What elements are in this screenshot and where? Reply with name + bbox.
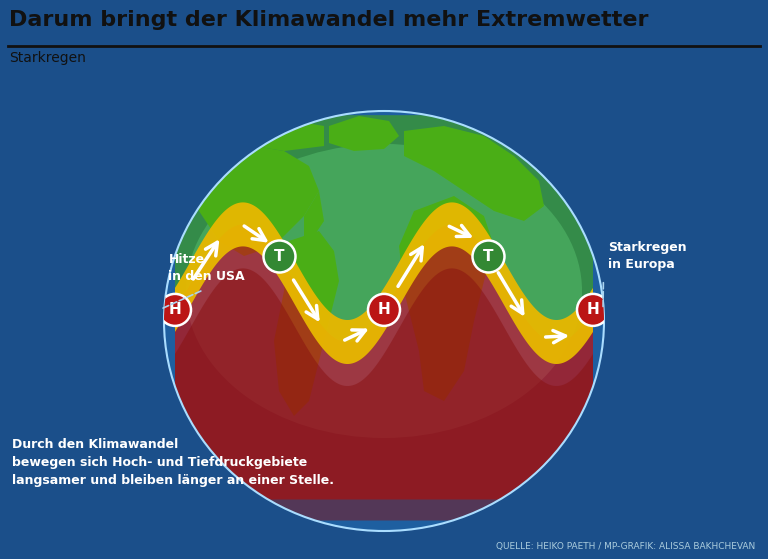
Text: Durch den Klimawandel
bewegen sich Hoch- und Tiefdruckgebiete
langsamer und blei: Durch den Klimawandel bewegen sich Hoch-… [12, 438, 334, 487]
Circle shape [159, 294, 191, 326]
Bar [0, 75, 768, 80]
Text: T: T [483, 249, 494, 264]
Circle shape [577, 294, 609, 326]
Text: H: H [378, 302, 390, 318]
Polygon shape [199, 146, 319, 256]
Polygon shape [404, 126, 544, 221]
Text: Starkregen: Starkregen [9, 51, 86, 65]
Polygon shape [175, 268, 593, 520]
Polygon shape [274, 231, 339, 416]
Polygon shape [175, 202, 593, 364]
Text: Darum bringt der Klimawandel mehr Extremwetter: Darum bringt der Klimawandel mehr Extrem… [9, 10, 649, 30]
Text: QUELLE: HEIKO PAETH / MP-GRAFIK: ALISSA BAKHCHEVAN: QUELLE: HEIKO PAETH / MP-GRAFIK: ALISSA … [496, 542, 755, 551]
Circle shape [472, 240, 505, 272]
Polygon shape [199, 121, 324, 181]
Polygon shape [329, 116, 399, 151]
Text: T: T [274, 249, 285, 264]
Polygon shape [175, 224, 593, 500]
Polygon shape [175, 115, 593, 342]
Polygon shape [304, 191, 324, 236]
Ellipse shape [186, 144, 582, 438]
Text: H: H [587, 302, 599, 318]
Polygon shape [399, 196, 494, 401]
Text: H: H [169, 302, 181, 318]
Circle shape [368, 294, 400, 326]
Circle shape [263, 240, 296, 272]
Text: Hitze
in den USA: Hitze in den USA [168, 253, 245, 283]
Text: Starkregen
in Europa: Starkregen in Europa [608, 241, 687, 271]
Ellipse shape [164, 111, 604, 531]
